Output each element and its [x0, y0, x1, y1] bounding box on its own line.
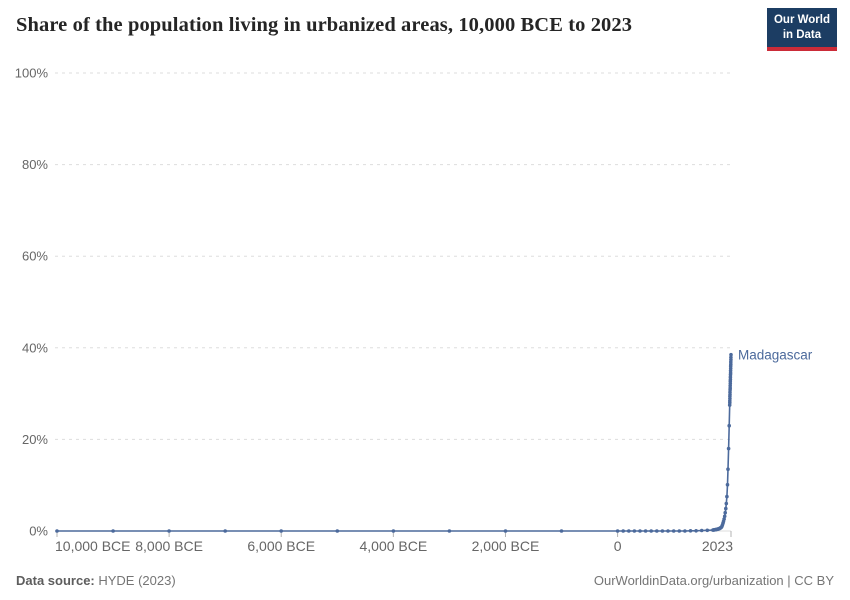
data-point[interactable] — [729, 355, 733, 360]
data-point[interactable] — [627, 529, 631, 533]
y-axis-tick-label: 40% — [22, 340, 48, 355]
x-axis-tick-label: 6,000 BCE — [247, 538, 315, 554]
y-axis-tick-label: 60% — [22, 249, 48, 264]
data-point[interactable] — [722, 514, 727, 519]
data-point[interactable] — [683, 529, 687, 533]
x-axis-tick-label: 8,000 BCE — [135, 538, 203, 554]
series-end-label[interactable]: Madagascar — [738, 348, 813, 363]
x-axis-tick-label: 4,000 BCE — [359, 538, 427, 554]
data-point[interactable] — [723, 510, 727, 515]
data-point[interactable] — [725, 482, 730, 487]
series-line-madagascar[interactable] — [57, 354, 732, 532]
y-axis-tick-label: 0% — [29, 524, 48, 539]
data-point[interactable] — [632, 529, 637, 533]
data-point[interactable] — [729, 352, 733, 357]
data-point[interactable] — [621, 529, 625, 533]
chart-title: Share of the population living in urbani… — [16, 14, 633, 36]
data-point[interactable] — [694, 529, 698, 533]
data-point[interactable] — [503, 529, 508, 533]
x-axis-tick-label: 0 — [614, 538, 622, 554]
data-point[interactable] — [677, 529, 682, 533]
data-point[interactable] — [727, 423, 731, 428]
data-point[interactable] — [722, 517, 726, 521]
data-point[interactable] — [559, 529, 564, 533]
x-axis-tick-label: 10,000 BCE — [55, 538, 131, 554]
data-point[interactable] — [724, 506, 728, 511]
y-axis-tick-label: 80% — [22, 157, 48, 172]
data-point[interactable] — [279, 529, 284, 533]
data-point[interactable] — [699, 528, 704, 533]
data-point[interactable] — [111, 529, 115, 533]
data-point[interactable] — [223, 529, 227, 533]
data-point[interactable] — [725, 494, 729, 499]
data-point[interactable] — [335, 529, 340, 533]
y-axis-tick-label: 20% — [22, 432, 48, 447]
x-axis-tick-label: 2023 — [702, 538, 733, 554]
data-point[interactable] — [391, 529, 396, 533]
data-point[interactable] — [655, 529, 659, 533]
data-source-value: HYDE (2023) — [94, 573, 176, 588]
data-point[interactable] — [649, 529, 653, 533]
owid-logo[interactable]: Our World in Data — [766, 8, 837, 51]
data-point[interactable] — [55, 529, 59, 533]
license-link[interactable]: OurWorldinData.org/urbanization | CC BY — [593, 573, 834, 588]
data-point[interactable] — [660, 529, 665, 533]
data-point[interactable] — [726, 467, 730, 472]
data-source: Data source: HYDE (2023) — [16, 573, 176, 588]
owid-logo-line2: in Data — [782, 28, 822, 41]
data-point[interactable] — [643, 529, 648, 533]
data-point[interactable] — [666, 529, 670, 533]
data-point[interactable] — [726, 446, 731, 451]
x-axis-tick-label: 2,000 BCE — [472, 538, 540, 554]
data-point[interactable] — [615, 529, 620, 533]
y-axis-tick-label: 100% — [15, 66, 49, 81]
chart-footer: Data source: HYDE (2023) OurWorldinData.… — [16, 573, 834, 588]
owid-logo-line1: Our World — [773, 14, 830, 26]
data-point[interactable] — [724, 501, 729, 506]
data-point[interactable] — [688, 529, 693, 533]
data-source-label: Data source: — [16, 573, 95, 588]
data-point[interactable] — [671, 529, 676, 533]
data-point[interactable] — [167, 529, 171, 533]
data-point[interactable] — [638, 529, 642, 533]
data-point[interactable] — [447, 529, 452, 533]
data-point[interactable] — [705, 528, 710, 533]
